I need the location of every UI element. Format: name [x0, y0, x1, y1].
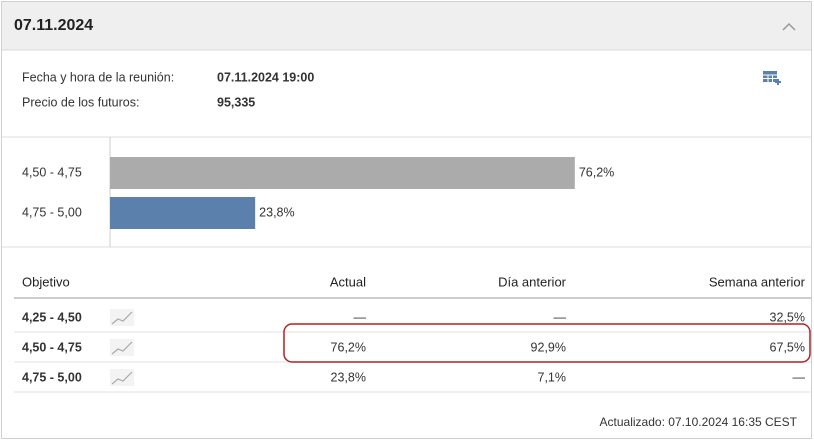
sparkline-icon-bg — [110, 309, 134, 326]
table-cell: 23,8% — [331, 370, 366, 384]
bar-category: 4,75 - 5,00 — [22, 205, 82, 219]
info-value: 07.11.2024 19:00 — [217, 70, 314, 84]
header-title: 07.11.2024 — [14, 17, 93, 34]
table-cell: 67,5% — [770, 340, 805, 354]
info-label: Fecha y hora de la reunión: — [22, 70, 174, 84]
row-label: 4,75 - 5,00 — [22, 370, 82, 384]
row-label: 4,25 - 4,50 — [22, 310, 82, 324]
header-bar — [2, 2, 811, 50]
table-cell: 92,9% — [531, 340, 566, 354]
export-icon[interactable] — [763, 71, 781, 85]
collapse-button[interactable] — [782, 22, 796, 31]
sparkline-icon — [111, 371, 133, 385]
info-value: 95,335 — [217, 95, 255, 109]
sparkline-icon — [111, 311, 133, 325]
column-header: Actual — [330, 274, 366, 289]
table-cell: — — [554, 310, 567, 324]
table-cell: 7,1% — [538, 370, 567, 384]
table-cell: — — [793, 370, 806, 384]
sparkline-icon-bg — [110, 369, 134, 386]
info-label: Precio de los futuros: — [22, 95, 139, 109]
sparkline-icon-bg — [110, 339, 134, 356]
column-header: Día anterior — [498, 274, 567, 289]
column-header: Objetivo — [22, 274, 70, 289]
table-cell: — — [354, 310, 367, 324]
column-header: Semana anterior — [709, 274, 806, 289]
table-cell: 32,5% — [770, 310, 805, 324]
updated-note: Actualizado: 07.10.2024 16:35 CEST — [600, 415, 798, 429]
table-cell: 76,2% — [331, 340, 366, 354]
highlight-box — [283, 323, 811, 363]
bar-value-label: 23,8% — [259, 205, 294, 219]
bar-value-label: 76,2% — [579, 165, 614, 179]
sparkline-icon — [111, 341, 133, 355]
bar-category: 4,50 - 4,75 — [22, 165, 82, 179]
row-label: 4,50 - 4,75 — [22, 340, 82, 354]
bar — [110, 157, 575, 189]
bar — [110, 197, 256, 229]
